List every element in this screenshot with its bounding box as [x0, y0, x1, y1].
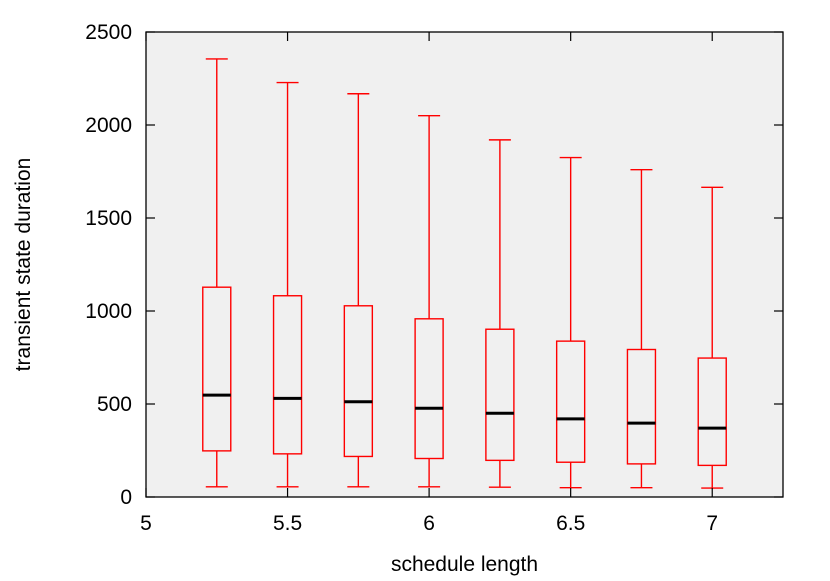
box-2	[343, 93, 374, 488]
box-4	[485, 139, 515, 488]
box-7	[697, 186, 727, 489]
plot-area	[146, 32, 783, 497]
plot-frame	[145, 31, 784, 498]
box-iqr	[555, 340, 586, 463]
box-iqr	[272, 295, 303, 455]
y-tick-label: 2500	[85, 21, 132, 44]
x-tick-label: 7	[706, 512, 718, 535]
box-iqr	[485, 328, 515, 462]
boxes-group	[202, 58, 727, 489]
x-tick-label: 6.5	[556, 512, 585, 535]
y-axis-title: transient state duration	[12, 158, 35, 372]
y-tick-label: 500	[97, 393, 132, 416]
y-tick-label: 2000	[85, 114, 132, 137]
axes-group: 0 500 1000 1500 2000 2500 5 5.5 6 6.5 7	[85, 21, 783, 535]
box-6	[626, 168, 657, 489]
y-tick-label: 0	[120, 486, 132, 509]
box-iqr	[202, 286, 232, 452]
box-3	[414, 114, 444, 488]
box-iqr	[414, 318, 444, 460]
box-1	[272, 81, 303, 488]
x-tick-label: 5	[140, 512, 152, 535]
x-axis-title: schedule length	[391, 553, 538, 576]
x-tick-label: 5.5	[273, 512, 302, 535]
box-5	[555, 156, 586, 489]
y-tick-label: 1000	[85, 300, 132, 323]
box-0	[202, 58, 232, 488]
box-iqr	[626, 348, 657, 465]
x-tick-label: 6	[423, 512, 435, 535]
y-tick-label: 1500	[85, 207, 132, 230]
box-iqr	[343, 305, 374, 458]
box-iqr	[697, 357, 727, 467]
